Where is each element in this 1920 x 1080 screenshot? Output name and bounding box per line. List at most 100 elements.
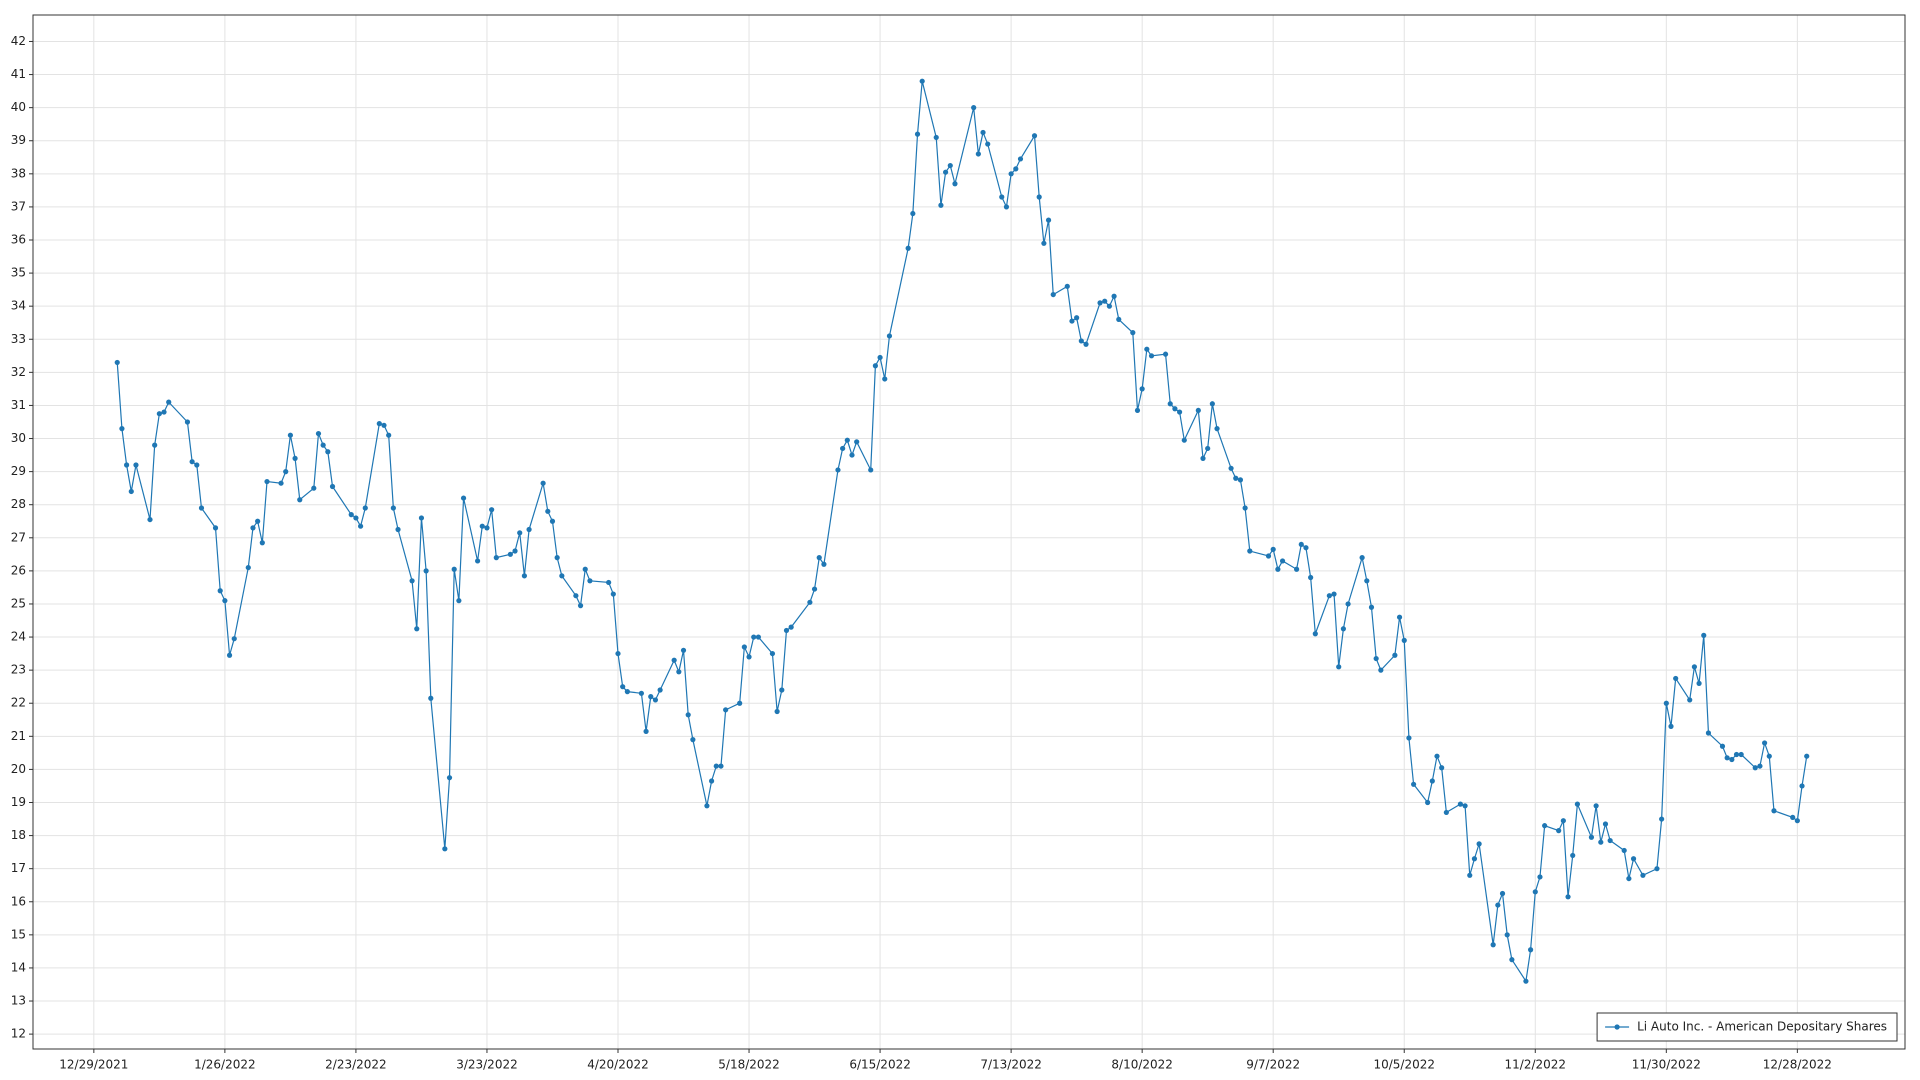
data-point xyxy=(1116,316,1122,323)
data-point xyxy=(713,763,719,769)
data-point xyxy=(1031,133,1038,139)
data-point xyxy=(1495,902,1501,908)
data-point xyxy=(442,846,448,852)
data-point xyxy=(1074,315,1080,321)
data-point xyxy=(638,690,645,696)
data-point xyxy=(1401,637,1407,643)
data-point xyxy=(680,647,687,653)
data-point xyxy=(1139,386,1145,392)
data-point xyxy=(297,497,303,503)
data-point xyxy=(1471,856,1478,862)
data-point xyxy=(1523,978,1529,984)
y-tick-label: 29 xyxy=(11,464,26,478)
data-point xyxy=(1733,751,1740,758)
x-tick-label: 3/23/2022 xyxy=(456,1058,518,1072)
data-point xyxy=(1064,283,1070,289)
data-point xyxy=(1528,947,1534,953)
data-point xyxy=(1162,351,1169,357)
data-point xyxy=(1303,545,1309,551)
data-point xyxy=(1144,346,1150,352)
data-point xyxy=(446,775,453,781)
data-point xyxy=(652,697,659,703)
data-point xyxy=(643,728,649,734)
data-point xyxy=(933,134,939,141)
data-point xyxy=(1177,409,1183,415)
y-tick-label: 38 xyxy=(11,166,26,180)
y-tick-label: 37 xyxy=(11,199,26,213)
data-point xyxy=(1719,743,1726,749)
x-tick-label: 7/13/2022 xyxy=(980,1058,1042,1072)
data-point xyxy=(947,162,953,169)
data-point xyxy=(648,694,654,700)
data-point xyxy=(1762,740,1768,746)
data-point xyxy=(451,566,457,572)
data-point xyxy=(999,194,1005,200)
data-point xyxy=(952,181,958,187)
data-point xyxy=(545,508,551,514)
y-tick-label: 41 xyxy=(11,67,26,81)
data-point xyxy=(1270,546,1276,552)
y-tick-label: 26 xyxy=(11,563,26,577)
y-tick-label: 42 xyxy=(11,34,26,48)
data-point xyxy=(184,419,191,425)
data-point xyxy=(620,684,626,690)
legend-marker xyxy=(1614,1024,1620,1030)
data-point xyxy=(1462,803,1468,809)
data-point xyxy=(1336,664,1342,670)
data-point xyxy=(1228,465,1234,471)
data-point xyxy=(615,650,621,657)
data-point xyxy=(624,689,630,695)
y-tick-label: 15 xyxy=(11,927,26,941)
data-point xyxy=(1626,875,1632,882)
data-point xyxy=(1504,932,1510,938)
data-point xyxy=(779,687,785,693)
y-tick-label: 27 xyxy=(11,530,26,544)
data-point xyxy=(788,624,794,630)
data-point xyxy=(1794,818,1800,824)
data-point xyxy=(1406,735,1412,741)
x-tick-label: 2/23/2022 xyxy=(325,1058,387,1072)
data-point xyxy=(1364,578,1370,584)
data-point xyxy=(1247,548,1253,554)
data-point xyxy=(1757,763,1763,769)
x-tick-label: 9/7/2022 xyxy=(1246,1058,1300,1072)
data-point xyxy=(161,409,167,415)
data-point xyxy=(685,712,691,718)
data-point xyxy=(1200,455,1206,461)
data-point xyxy=(905,245,911,251)
data-point xyxy=(1467,872,1473,878)
data-point xyxy=(489,507,495,513)
y-tick-label: 14 xyxy=(11,960,26,974)
data-point xyxy=(250,525,256,531)
data-point xyxy=(1588,834,1595,840)
data-point xyxy=(1172,406,1178,412)
legend: Li Auto Inc. - American Depositary Share… xyxy=(1596,1012,1898,1042)
data-point xyxy=(222,598,228,604)
data-point xyxy=(1593,803,1599,809)
data-point xyxy=(1630,856,1637,862)
y-tick-label: 25 xyxy=(11,596,26,610)
data-point xyxy=(353,515,359,521)
data-point xyxy=(194,462,200,468)
data-point xyxy=(671,657,677,663)
data-point xyxy=(133,462,139,468)
data-point xyxy=(484,525,490,531)
y-tick-label: 34 xyxy=(11,299,26,313)
data-point xyxy=(840,445,846,452)
data-point xyxy=(348,512,354,518)
data-point xyxy=(1687,697,1693,703)
y-tick-label: 35 xyxy=(11,266,26,280)
data-point xyxy=(152,442,158,448)
data-point xyxy=(1345,601,1351,607)
data-point xyxy=(821,561,827,567)
data-point xyxy=(1766,753,1772,759)
y-tick-label: 13 xyxy=(11,994,26,1008)
data-point xyxy=(1621,847,1627,854)
data-point xyxy=(1668,723,1674,729)
x-tick-label: 5/18/2022 xyxy=(718,1058,780,1072)
plot-frame xyxy=(32,14,1906,1050)
data-point xyxy=(226,652,233,658)
x-tick-label: 11/30/2022 xyxy=(1632,1058,1701,1072)
data-point xyxy=(769,650,776,657)
